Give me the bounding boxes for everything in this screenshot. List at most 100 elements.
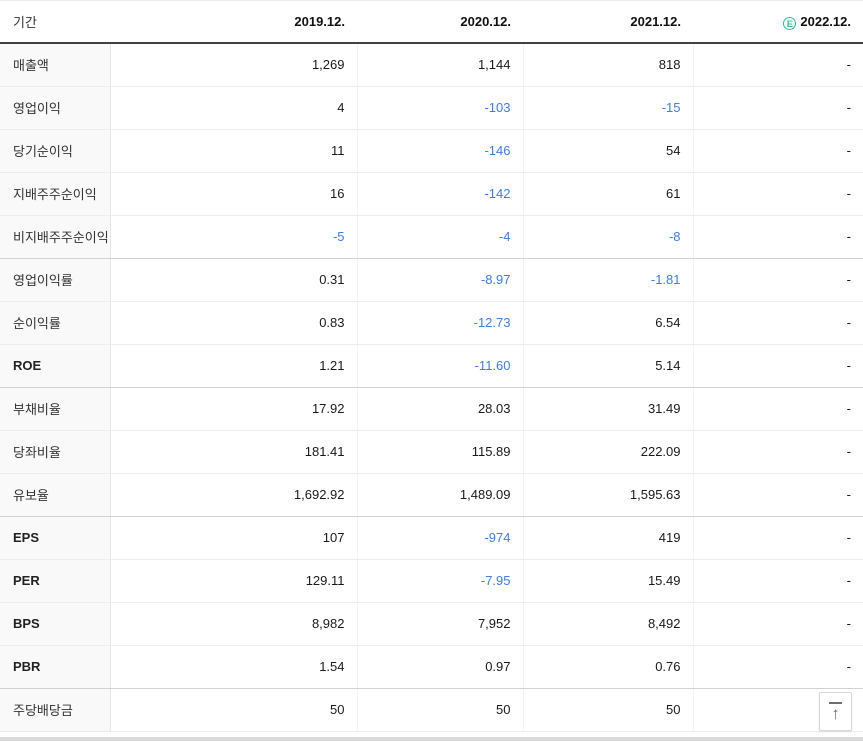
value-cell: 1,595.63: [522, 473, 693, 517]
value-cell: 50: [522, 688, 693, 732]
estimate-icon: E: [783, 16, 797, 30]
value-cell: 1,144: [356, 43, 523, 87]
table-row: 순이익률 0.83 -12.73 6.54-: [0, 301, 863, 345]
value-cell: 1,692.92: [109, 473, 357, 517]
value-cell: 5.14: [522, 344, 693, 388]
value-cell: 61: [522, 172, 693, 216]
value-cell: 1.21: [109, 344, 357, 388]
row-label: PBR: [0, 645, 110, 689]
year-column-2020: 2020.12.: [357, 1, 523, 44]
value-cell: 50: [109, 688, 357, 732]
row-label: 지배주주순이익: [0, 172, 110, 216]
row-label: 당좌비율: [0, 430, 110, 474]
value-cell: 115.89: [356, 430, 523, 474]
value-cell: 54: [522, 129, 693, 173]
value-cell: -5: [109, 215, 357, 259]
value-cell: -8.97: [356, 258, 523, 302]
row-label: 영업이익률: [0, 258, 110, 302]
value-cell: -: [692, 301, 863, 345]
value-cell: -12.73: [356, 301, 523, 345]
value-cell: -15: [522, 86, 693, 130]
value-cell: -: [692, 344, 863, 388]
value-cell: 11: [109, 129, 357, 173]
value-cell: -142: [356, 172, 523, 216]
row-label: 순이익률: [0, 301, 110, 345]
table-header: 기간 2019.12. 2020.12. 2021.12. E 2022.12.: [0, 1, 863, 44]
year-column-2021: 2021.12.: [523, 1, 693, 44]
value-cell: 7,952: [356, 602, 523, 646]
value-cell: 1,269: [109, 43, 357, 87]
value-cell: 222.09: [522, 430, 693, 474]
row-label: 당기순이익: [0, 129, 110, 173]
value-cell: -: [692, 129, 863, 173]
value-cell: 16: [109, 172, 357, 216]
row-label: PER: [0, 559, 110, 603]
value-cell: -: [692, 430, 863, 474]
value-cell: 419: [522, 516, 693, 560]
value-cell: -146: [356, 129, 523, 173]
header-row: 기간 2019.12. 2020.12. 2021.12. E 2022.12.: [0, 1, 863, 44]
row-label: 매출액: [0, 43, 110, 87]
value-cell: 0.31: [109, 258, 357, 302]
value-cell: -: [692, 473, 863, 517]
period-column-header: 기간: [0, 1, 110, 44]
value-cell: 28.03: [356, 387, 523, 431]
table-row: 매출액 1,269 1,144 818-: [0, 43, 863, 87]
value-cell: -8: [522, 215, 693, 259]
value-cell: -: [692, 516, 863, 560]
table-row: BPS 8,982 7,952 8,492-: [0, 602, 863, 646]
table-row: 비지배주주순이익 -5 -4 -8-: [0, 215, 863, 259]
value-cell: 818: [522, 43, 693, 87]
year-column-2022-estimate: E 2022.12.: [693, 1, 863, 44]
table-row: 당좌비율 181.41 115.89 222.09-: [0, 430, 863, 474]
value-cell: 0.97: [356, 645, 523, 689]
value-cell: -: [692, 559, 863, 603]
value-cell: -: [692, 172, 863, 216]
table-body: 매출액 1,269 1,144 818- 영업이익 4 -103 -15- 당기순이익 11 -14…: [0, 43, 863, 732]
value-cell: 1,489.09: [356, 473, 523, 517]
table-row: PER 129.11 -7.95 15.49-: [0, 559, 863, 603]
value-cell: 8,982: [109, 602, 357, 646]
row-label: 비지배주주순이익: [0, 215, 110, 259]
value-cell: -: [692, 258, 863, 302]
row-label: EPS: [0, 516, 110, 560]
arrow-up-icon: ↑: [831, 703, 840, 723]
year-column-2019: 2019.12.: [110, 1, 357, 44]
row-label: 부채비율: [0, 387, 110, 431]
value-cell: 1.54: [109, 645, 357, 689]
row-label: 주당배당금: [0, 688, 110, 732]
value-cell: -: [692, 645, 863, 689]
row-label: 유보율: [0, 473, 110, 517]
value-cell: 0.76: [522, 645, 693, 689]
row-label: 영업이익: [0, 86, 110, 130]
value-cell: -4: [356, 215, 523, 259]
row-label: ROE: [0, 344, 110, 388]
row-label: BPS: [0, 602, 110, 646]
value-cell: 17.92: [109, 387, 357, 431]
scroll-to-top-button[interactable]: ↑: [819, 692, 852, 731]
table-row: ROE 1.21 -11.60 5.14-: [0, 344, 863, 388]
value-cell: -: [692, 387, 863, 431]
table-row: EPS 107 -974 419-: [0, 516, 863, 560]
value-cell: 129.11: [109, 559, 357, 603]
value-cell: -: [692, 86, 863, 130]
value-cell: 0.83: [109, 301, 357, 345]
value-cell: 8,492: [522, 602, 693, 646]
value-cell: -974: [356, 516, 523, 560]
table-row: 유보율 1,692.92 1,489.09 1,595.63-: [0, 473, 863, 517]
value-cell: 31.49: [522, 387, 693, 431]
table-row: 지배주주순이익 16 -142 61-: [0, 172, 863, 216]
value-cell: -103: [356, 86, 523, 130]
bottom-divider: [0, 737, 863, 741]
value-cell: -: [692, 215, 863, 259]
value-cell: 4: [109, 86, 357, 130]
value-cell: 15.49: [522, 559, 693, 603]
arrow-up-icon: [829, 701, 842, 704]
table-row: 영업이익률 0.31 -8.97 -1.81-: [0, 258, 863, 302]
value-cell: -11.60: [356, 344, 523, 388]
estimate-year-label: 2022.12.: [800, 13, 851, 29]
table-row: PBR 1.54 0.97 0.76-: [0, 645, 863, 689]
value-cell: 6.54: [522, 301, 693, 345]
